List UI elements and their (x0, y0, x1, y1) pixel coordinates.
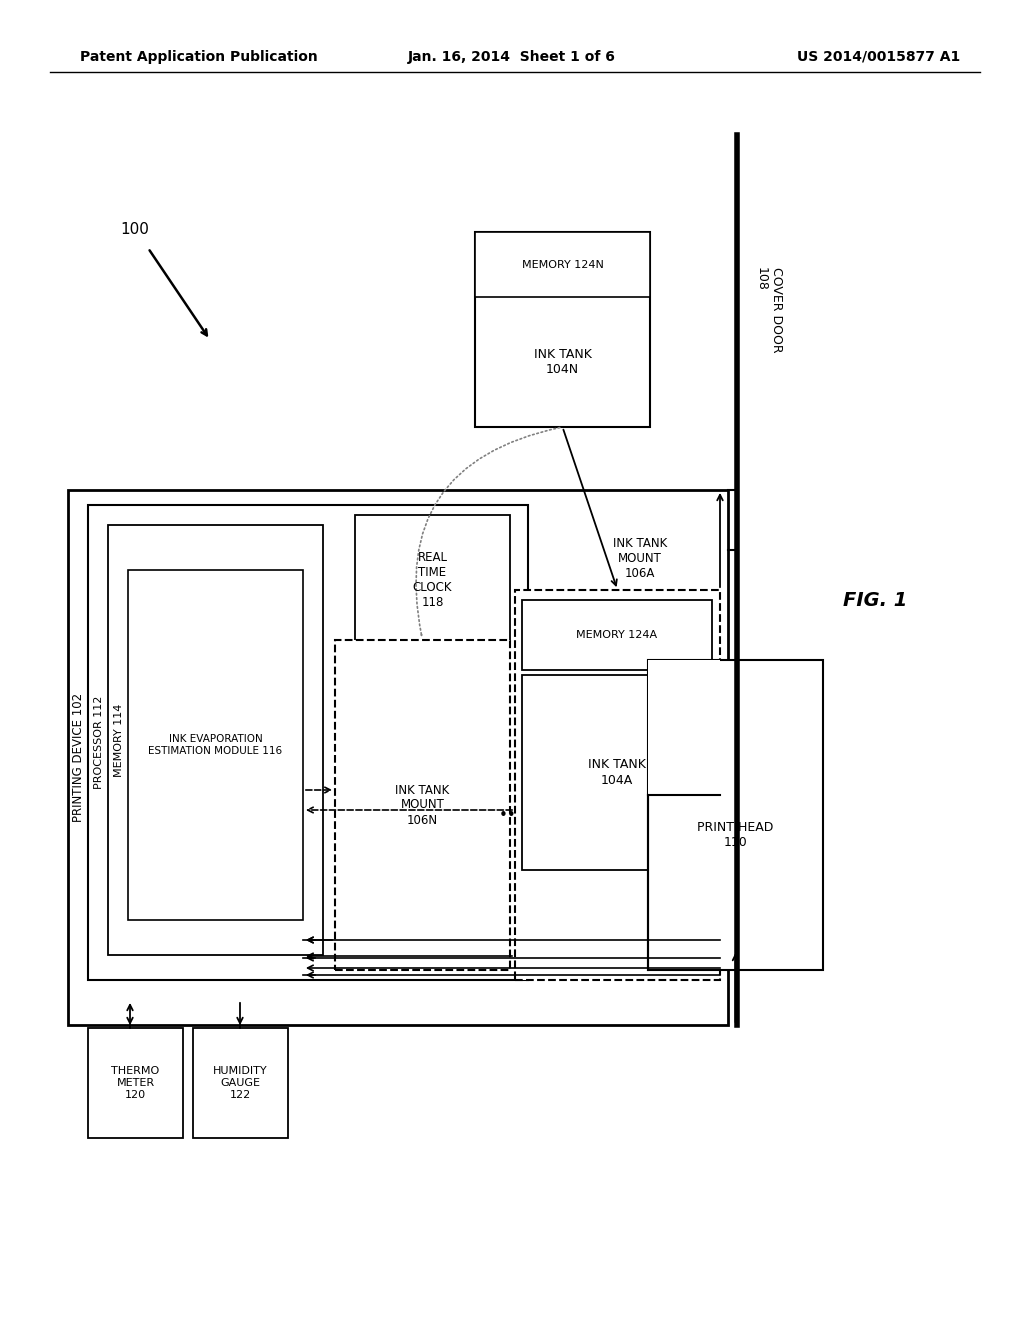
Text: US 2014/0015877 A1: US 2014/0015877 A1 (797, 50, 961, 63)
Bar (88, 1028, 183, 1138)
Text: 100: 100 (120, 223, 148, 238)
Bar (522, 675, 712, 870)
Text: PROCESSOR 112: PROCESSOR 112 (94, 696, 104, 789)
Text: INK TANK
MOUNT
106A: INK TANK MOUNT 106A (613, 537, 667, 579)
Bar (515, 590, 720, 979)
Text: MEMORY 124N: MEMORY 124N (521, 260, 603, 269)
Bar (68, 490, 728, 1026)
Bar (193, 1028, 288, 1138)
Text: MEMORY 114: MEMORY 114 (114, 704, 124, 776)
Text: INK TANK
MOUNT
106N: INK TANK MOUNT 106N (395, 784, 450, 826)
Text: INK TANK
104N: INK TANK 104N (534, 348, 592, 376)
Bar (88, 506, 528, 979)
Text: PRINT HEAD
110: PRINT HEAD 110 (697, 821, 774, 849)
Text: REAL
TIME
CLOCK
118: REAL TIME CLOCK 118 (413, 550, 453, 609)
Text: HUMIDITY
GAUGE
122: HUMIDITY GAUGE 122 (213, 1067, 268, 1100)
Bar (475, 232, 650, 426)
Bar (648, 660, 720, 795)
Text: MEMORY 124A: MEMORY 124A (577, 630, 657, 640)
Bar (335, 640, 510, 970)
FancyArrowPatch shape (416, 428, 560, 635)
Bar (108, 525, 323, 954)
Bar (128, 570, 303, 920)
Text: INK TANK
104A: INK TANK 104A (588, 759, 646, 787)
Text: THERMO
METER
120: THERMO METER 120 (112, 1067, 160, 1100)
Text: INK EVAPORATION
ESTIMATION MODULE 116: INK EVAPORATION ESTIMATION MODULE 116 (148, 734, 283, 756)
Bar (475, 232, 650, 297)
Text: Jan. 16, 2014  Sheet 1 of 6: Jan. 16, 2014 Sheet 1 of 6 (408, 50, 616, 63)
Bar (355, 515, 510, 645)
Bar (522, 601, 712, 671)
Text: ••: •• (499, 808, 517, 822)
Text: COVER DOOR
108: COVER DOOR 108 (755, 267, 783, 352)
Text: PRINTING DEVICE 102: PRINTING DEVICE 102 (73, 693, 85, 822)
Text: FIG. 1: FIG. 1 (843, 590, 907, 610)
Bar (648, 660, 823, 970)
Text: Patent Application Publication: Patent Application Publication (80, 50, 317, 63)
